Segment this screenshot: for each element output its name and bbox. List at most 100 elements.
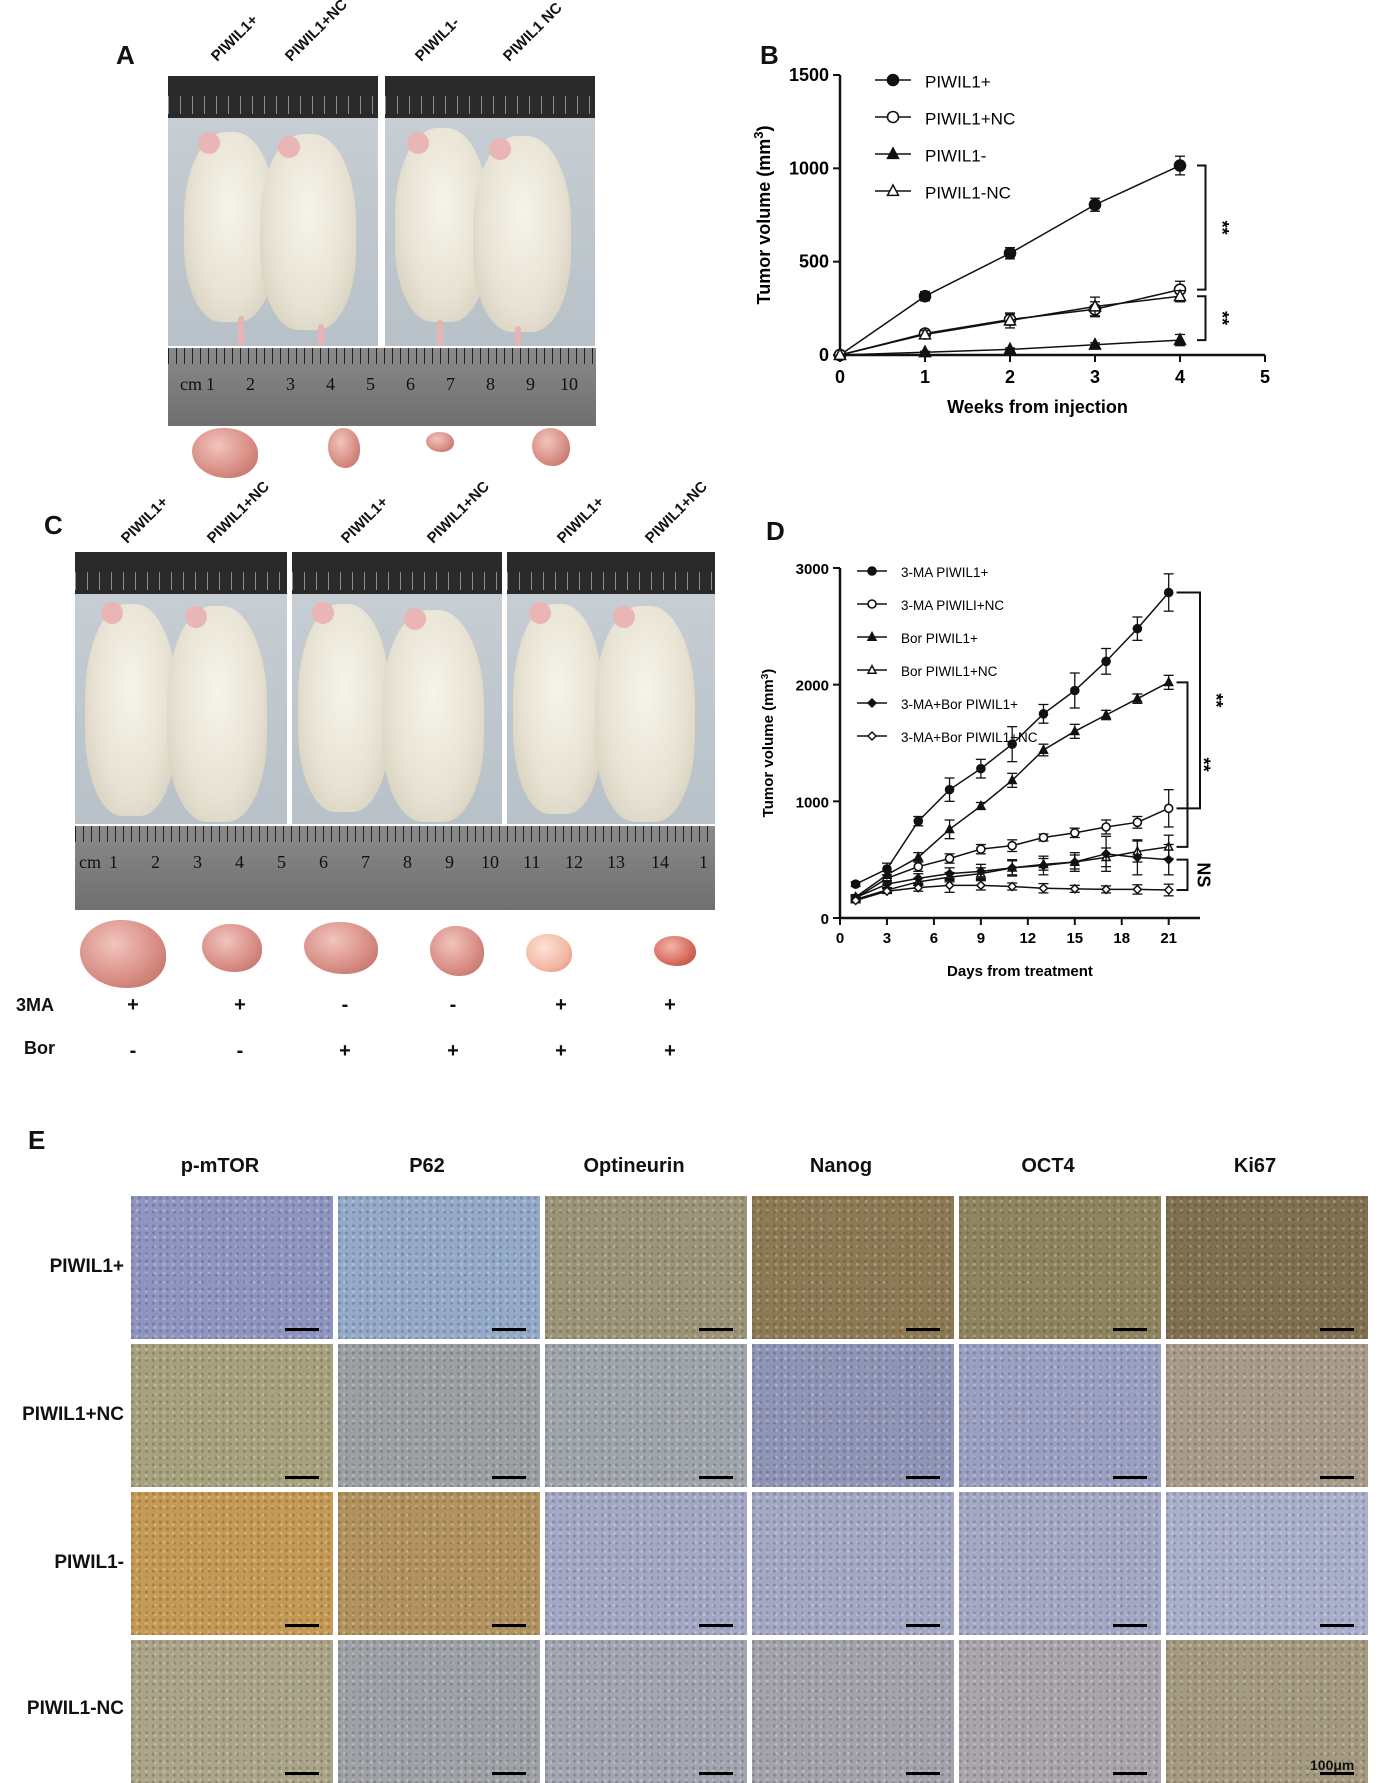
panel-d-chart: 0 1000 2000 3000 0 3 6 9 12 15 18 21 Days from treat… [760, 561, 1227, 980]
data-point [944, 823, 955, 834]
x-tick-label: 6 [930, 930, 938, 947]
panel-a-tumor-2 [328, 428, 360, 468]
ihc-image-tile [1166, 1344, 1368, 1487]
panel-c-label-5: PIWIL1+ [553, 493, 608, 547]
data-point [886, 110, 900, 124]
data-point [1069, 725, 1081, 736]
legend-label: 3-MA+Bor PIWIL1+ [901, 697, 1018, 712]
panel-c-label-1: PIWIL1+ [117, 493, 172, 547]
data-point [1163, 884, 1174, 896]
panel-c-photo-3 [507, 552, 715, 824]
scale-bar [492, 1772, 526, 1775]
legend-entry: Bor PIWIL1+ [857, 631, 978, 646]
treatment-sign: + [664, 994, 676, 1016]
panel-c-tumor-1 [80, 920, 166, 988]
x-tick-label: 21 [1160, 930, 1177, 947]
data-point [975, 866, 986, 877]
data-point [1163, 854, 1174, 865]
ihc-image-tile [338, 1492, 540, 1635]
treatment-sign: - [341, 994, 349, 1016]
y-tick-label: 3000 [796, 561, 829, 578]
ruler-number: 8 [486, 374, 495, 394]
series-5 [850, 835, 1174, 903]
ihc-image-tile [1166, 1640, 1368, 1783]
data-point [866, 663, 878, 674]
ihc-image-tile [959, 1492, 1161, 1635]
legend-entry: PIWIL1-NC [875, 183, 1011, 203]
y-tick-label: 2000 [796, 678, 829, 695]
x-tick-label: 2 [1005, 367, 1015, 387]
data-point [1132, 817, 1143, 828]
panel-c-tumor-5 [526, 934, 572, 972]
scale-bar [699, 1476, 733, 1479]
ruler-number: 10 [560, 374, 578, 394]
panel-a-label-4: PIWIL1 NC [499, 0, 566, 65]
ihc-image-tile [131, 1196, 333, 1339]
ruler-number: 1 [109, 852, 118, 872]
ihc-image-tile [131, 1344, 333, 1487]
data-point [913, 816, 924, 826]
panel-d-letter: D [766, 516, 785, 546]
panel-c-letter: C [44, 510, 63, 540]
data-point [867, 599, 877, 609]
ruler-number: 10 [481, 852, 499, 872]
data-point [867, 566, 877, 576]
data-point [1038, 743, 1049, 754]
data-point [850, 895, 861, 906]
scale-bar [492, 1476, 526, 1479]
y-tick-label: 0 [821, 911, 829, 928]
treatment-sign: + [339, 1040, 351, 1062]
scale-bar [285, 1772, 319, 1775]
ihc-column-header: Optineurin [583, 1155, 685, 1177]
y-tick-label: 1500 [789, 65, 829, 85]
scale-bar [1320, 1772, 1354, 1775]
series-6 [850, 877, 1174, 906]
ihc-image-tile [131, 1492, 333, 1635]
significance-label: ** [1193, 758, 1213, 772]
data-point [1003, 341, 1017, 355]
data-point [918, 344, 932, 358]
legend-label: 3-MA+Bor PIWIL1+NC [901, 730, 1038, 745]
ruler-number: 9 [445, 852, 454, 872]
panel-b-letter: B [760, 40, 779, 70]
ruler-number: 9 [526, 374, 535, 394]
ihc-row-label: PIWIL1- [54, 1552, 124, 1573]
panel-a-label-3: PIWIL1- [411, 14, 463, 66]
scale-bar [699, 1328, 733, 1331]
treatment-row-label-3ma: 3MA [16, 995, 55, 1015]
legend-entry: 3-MA PIWIL1+ [857, 565, 989, 580]
data-point [886, 73, 900, 87]
panel-c-label-3: PIWIL1+ [337, 493, 392, 547]
panel-c-photo-2 [292, 552, 502, 824]
data-point [1132, 623, 1143, 634]
data-point [1163, 803, 1174, 814]
data-point [1006, 774, 1018, 785]
data-point [1003, 246, 1017, 260]
data-point [1069, 883, 1080, 894]
ihc-image-tile [545, 1492, 747, 1635]
data-point [1038, 883, 1049, 894]
data-point [975, 880, 986, 891]
panel-a-label-2: PIWIL1+NC [281, 0, 351, 66]
ihc-row-label: PIWIL1+NC [22, 1404, 124, 1425]
scale-bar [906, 1328, 940, 1331]
significance-bracket [1197, 295, 1207, 342]
data-point [1173, 332, 1187, 346]
data-point [1173, 159, 1187, 172]
x-tick-label: 9 [977, 930, 985, 947]
ihc-image-tile [959, 1344, 1161, 1487]
panel-a-tumor-1 [192, 428, 258, 478]
data-point [1038, 709, 1049, 719]
data-point [913, 873, 924, 884]
data-point [976, 844, 986, 854]
data-point [1132, 884, 1143, 895]
data-point [866, 630, 878, 641]
scale-bar [1113, 1328, 1147, 1331]
data-point [1003, 312, 1017, 326]
scale-bar [699, 1772, 733, 1775]
data-point [1007, 739, 1017, 749]
treatment-sign: + [447, 1040, 459, 1062]
data-point [850, 879, 861, 889]
ihc-image-tile [545, 1344, 747, 1487]
ruler-number: 4 [235, 852, 244, 872]
